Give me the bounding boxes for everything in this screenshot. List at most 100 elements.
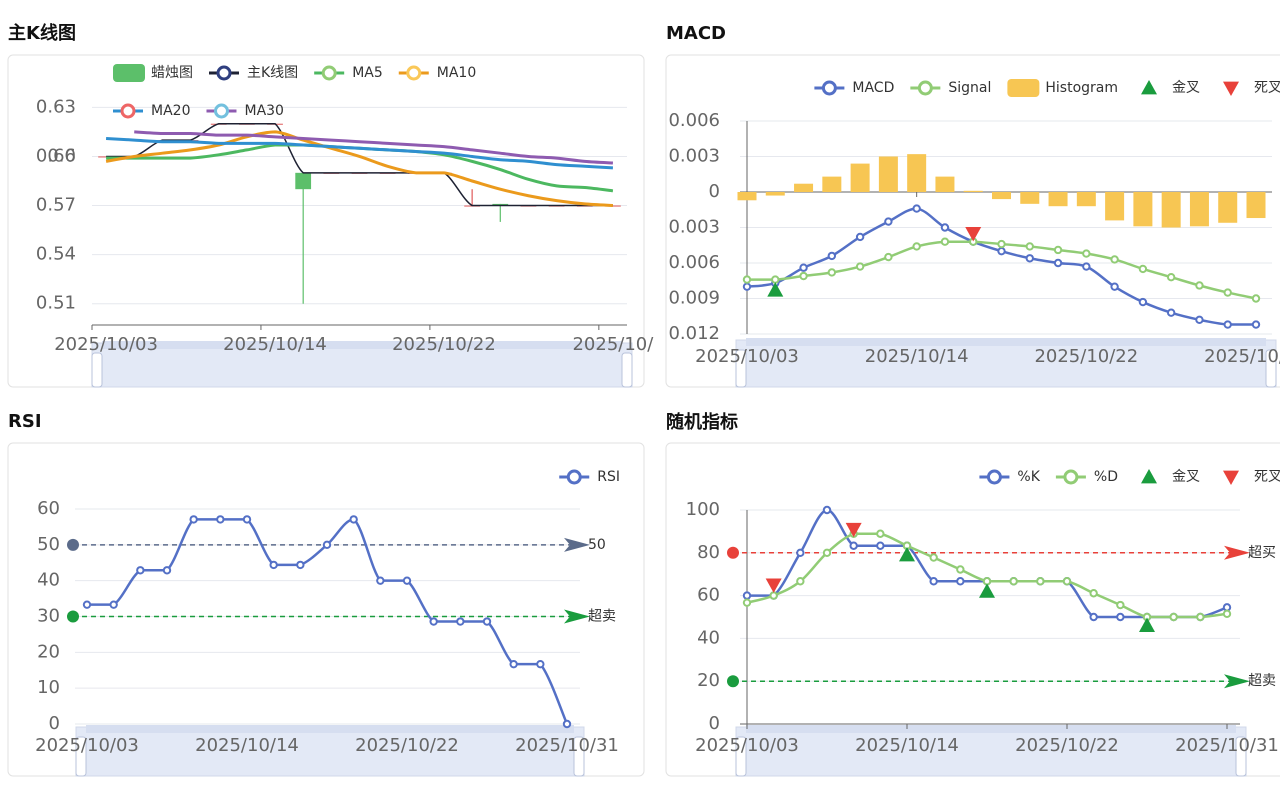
series-point xyxy=(997,239,1006,249)
series-point xyxy=(796,548,805,557)
x-tick-label: 2025/10/14 xyxy=(855,735,959,756)
legend-label: 金叉 xyxy=(1172,469,1200,485)
candle-body xyxy=(492,203,509,206)
legend-label: Histogram xyxy=(1045,80,1118,96)
legend-item: Signal xyxy=(910,80,991,96)
histogram-bar xyxy=(878,156,898,192)
y-tick-label: 0.51 xyxy=(36,293,76,314)
y-tick-label: 0.54 xyxy=(36,244,76,265)
data-zoom-bar xyxy=(86,725,574,733)
series-point xyxy=(742,598,752,607)
legend-icon xyxy=(1141,469,1157,484)
series-point xyxy=(509,659,518,669)
legend-icon xyxy=(113,64,145,82)
series-point xyxy=(242,515,252,524)
series-point xyxy=(822,505,832,515)
y-tick-label: 0.63 xyxy=(36,96,76,117)
y-tick-label: 80 xyxy=(697,542,720,563)
series-point xyxy=(1222,609,1232,618)
chart-panel: 主K线图 0.51 0.54 0.57 0.60.60 0.63 2025/10/03 202… xyxy=(7,22,654,388)
data-zoom-handle xyxy=(735,736,747,777)
legend-label: %D xyxy=(1094,469,1118,485)
y-tick-label: 30 xyxy=(37,606,60,627)
data-zoom-bar xyxy=(102,341,622,349)
x-tick-label: 2025/10/22 xyxy=(392,334,496,355)
x-tick-label: 2025/10/03 xyxy=(695,735,799,756)
chart-title: RSI xyxy=(8,411,42,432)
data-zoom-slider xyxy=(75,726,585,777)
series-point xyxy=(1053,245,1063,255)
y-tick-label: 100 xyxy=(686,499,720,520)
legend-label: 死叉 xyxy=(1254,469,1280,485)
x-tick-label: 2025/10/22 xyxy=(1034,346,1138,367)
series-point xyxy=(269,560,278,570)
legend-icon xyxy=(1007,79,1040,97)
y-tick-label: 60 xyxy=(697,585,720,606)
candle-body xyxy=(295,172,312,190)
series-point xyxy=(1089,612,1098,622)
series-point xyxy=(799,263,808,272)
data-zoom-slider xyxy=(735,726,1247,777)
series-point xyxy=(482,617,492,626)
data-zoom-handle xyxy=(1235,736,1247,777)
series-point xyxy=(956,577,965,586)
histogram-bar xyxy=(737,192,757,201)
y-tick-label: 0.6 xyxy=(47,145,76,166)
histogram-bar xyxy=(765,192,785,196)
series-point xyxy=(796,577,805,586)
mark-line-start xyxy=(727,675,739,688)
series-point xyxy=(82,600,92,609)
legend-item: 主K线图 xyxy=(209,65,298,81)
series-point xyxy=(884,217,893,226)
chart-title: 随机指标 xyxy=(666,411,738,433)
series-point xyxy=(769,591,778,600)
legend-label: MA30 xyxy=(244,103,283,119)
legend-icon xyxy=(1063,469,1079,485)
series-point xyxy=(1223,288,1232,297)
y-tick-label: 60 xyxy=(37,498,60,519)
x-tick-label: 2025/10/ xyxy=(572,334,654,355)
y-tick-label: 0.012 xyxy=(668,323,720,344)
mark-line-arrow xyxy=(564,537,590,552)
legend-icon xyxy=(821,80,837,96)
series-line xyxy=(105,136,614,170)
legend-icon xyxy=(213,103,229,119)
series-point xyxy=(1082,249,1091,258)
y-tick-label: 10 xyxy=(37,677,60,698)
legend-label: 金叉 xyxy=(1172,80,1200,96)
x-tick-label: 2025/10/22 xyxy=(355,735,459,756)
histogram-bar xyxy=(1076,192,1096,207)
series-point xyxy=(1116,612,1125,622)
legend-item: 金叉 xyxy=(1141,80,1200,96)
series-point xyxy=(1195,315,1204,324)
y-tick-label: 0.60 xyxy=(36,145,76,166)
series-point xyxy=(1025,254,1034,263)
series-point xyxy=(376,576,385,585)
series-point xyxy=(456,617,465,626)
legend-label: MA10 xyxy=(437,65,476,81)
mark-line-label: 超卖 xyxy=(1248,673,1276,689)
legend-item: MA10 xyxy=(398,65,476,81)
histogram-bar xyxy=(1246,192,1266,219)
y-tick-label: 0 xyxy=(709,713,720,734)
mark-line-start xyxy=(727,546,739,559)
legend-label: MA5 xyxy=(352,65,383,81)
legend-icon xyxy=(566,469,582,485)
legend-icon xyxy=(1141,80,1157,95)
legend-item: 蜡烛图 xyxy=(113,64,193,82)
series-point xyxy=(1062,577,1072,586)
legend-item: MA20 xyxy=(113,103,190,119)
series-point xyxy=(855,232,865,242)
series-point xyxy=(1166,273,1176,282)
series-point xyxy=(912,242,921,251)
legend-label: 主K线图 xyxy=(247,65,298,81)
histogram-bar xyxy=(992,192,1011,200)
legend-icon xyxy=(120,103,136,119)
histogram-bar xyxy=(1161,192,1181,228)
legend-item: 死叉 xyxy=(1223,469,1280,485)
data-zoom-bar xyxy=(746,725,1236,733)
chart-title: 主K线图 xyxy=(8,22,76,44)
series-point xyxy=(956,565,965,574)
series-point xyxy=(1196,612,1205,622)
